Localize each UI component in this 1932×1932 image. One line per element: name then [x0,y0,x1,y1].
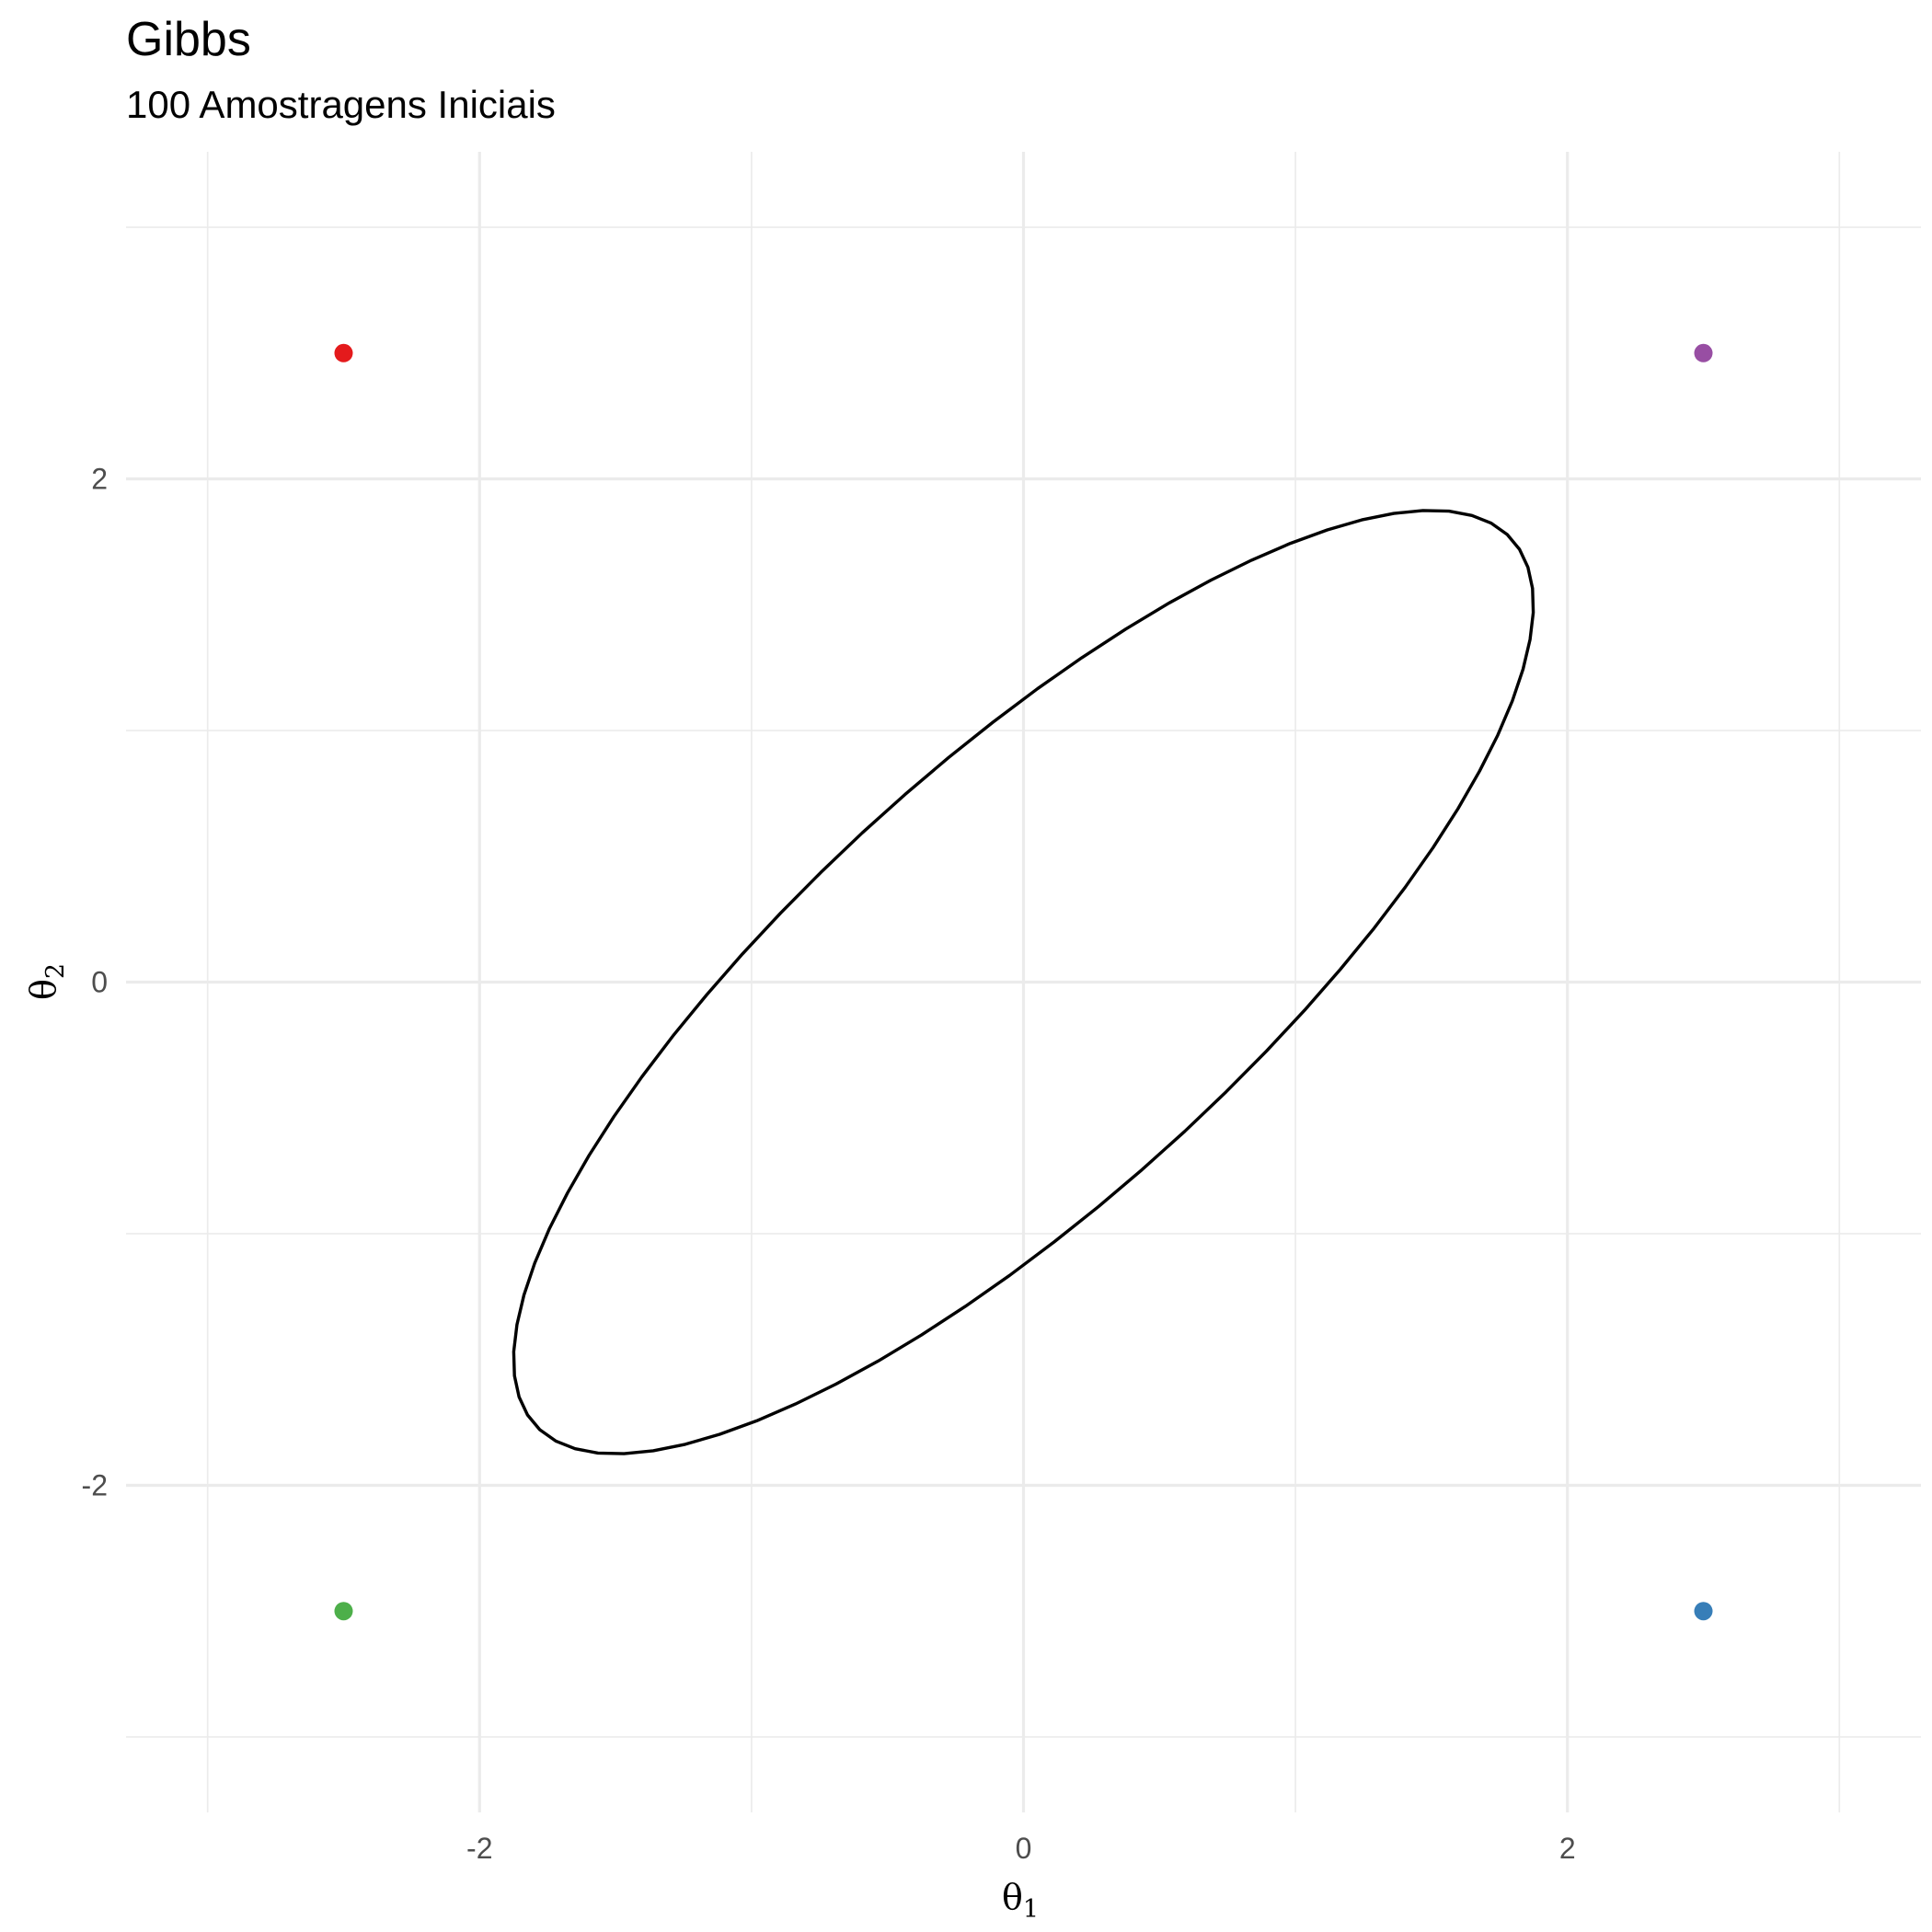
x-tick-label: -2 [466,1832,492,1865]
x-tick-label: 0 [1016,1832,1032,1865]
y-tick-label: 2 [91,463,108,496]
y-axis-label: θ2 [23,963,70,1000]
y-tick-label: 0 [91,966,108,999]
start-point [334,1602,353,1621]
start-point [334,343,353,362]
start-point [1694,1602,1713,1621]
start-points [334,343,1713,1621]
x-tick-labels: -2 0 2 [466,1832,1576,1865]
y-tick-labels: -2 0 2 [82,463,108,1502]
x-tick-label: 2 [1559,1832,1576,1865]
major-gridlines [126,152,1921,1812]
y-tick-label: -2 [82,1468,108,1501]
x-axis-label: θ1 [1002,1877,1039,1924]
density-contour [512,509,1535,1455]
chart-title: Gibbs [126,13,251,66]
chart-subtitle: 100 Amostragens Iniciais [126,83,556,126]
start-point [1694,343,1713,362]
